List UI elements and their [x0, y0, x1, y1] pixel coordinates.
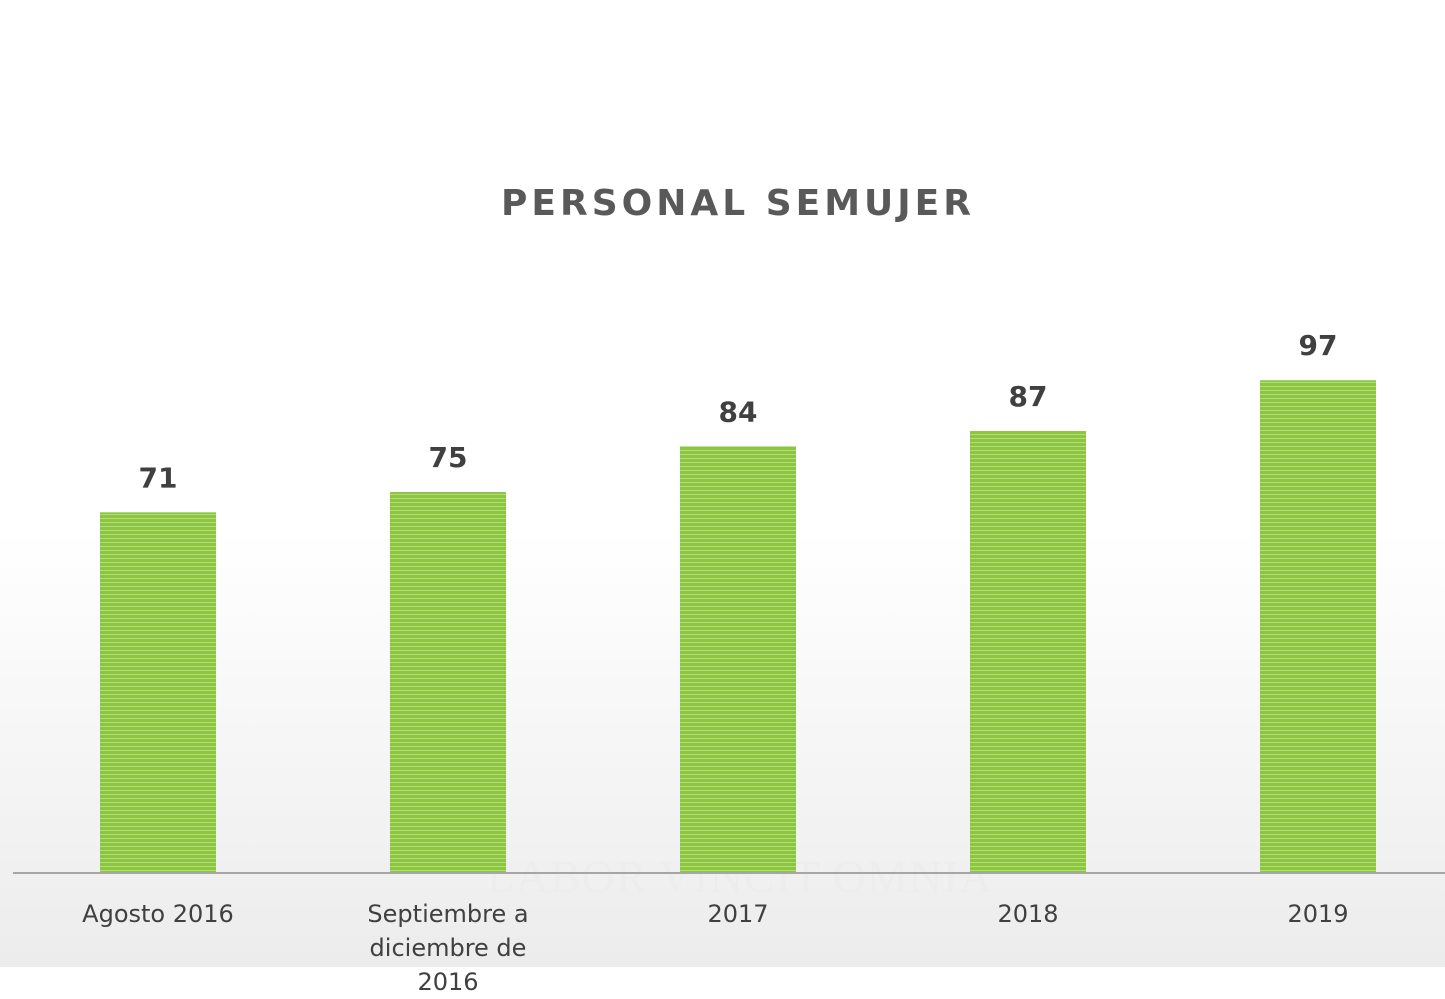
chart: PERSONAL SEMUJER 71 75 84 87 97 [0, 0, 1445, 967]
bar [680, 446, 796, 873]
bar [100, 512, 216, 873]
x-tick-label: Septiembre a diciembre de 2016 [343, 897, 553, 999]
bar [970, 431, 1086, 873]
value-label: 87 [1009, 380, 1048, 413]
x-tick-label: Agosto 2016 [53, 897, 263, 931]
page: LABOR VINCIT OMNIA PERSONAL SEMUJER 7175… [0, 0, 1445, 967]
value-label: 84 [719, 395, 758, 428]
value-label: 71 [139, 461, 178, 494]
x-tick-label: 2019 [1213, 897, 1423, 931]
value-label: 97 [1299, 329, 1338, 362]
value-label: 75 [429, 441, 468, 474]
bar [1260, 380, 1376, 873]
bar [390, 492, 506, 873]
x-tick-label: 2018 [923, 897, 1133, 931]
chart-title: PERSONAL SEMUJER [501, 183, 975, 224]
x-tick-label: 2017 [633, 897, 843, 931]
